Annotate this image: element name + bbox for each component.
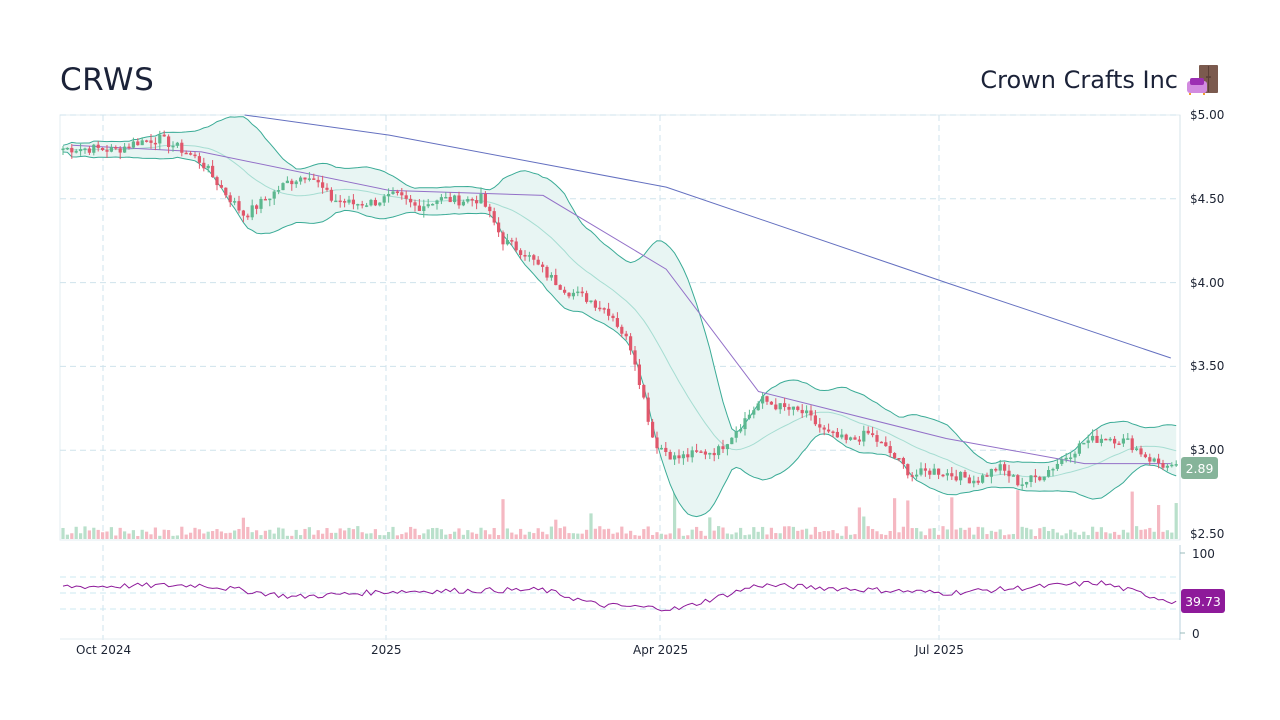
rsi-tick-label: 100	[1192, 547, 1215, 561]
rsi-panel	[62, 580, 1177, 612]
price-tick-label: $3.00	[1190, 443, 1224, 457]
x-tick-label: 2025	[371, 643, 402, 657]
rsi-last-value: 39.73	[1185, 594, 1221, 609]
last-price-value: 2.89	[1186, 461, 1214, 476]
bollinger-bands	[62, 116, 1177, 518]
volume-bars	[61, 490, 1178, 539]
x-tick-label: Jul 2025	[914, 643, 964, 657]
candlesticks	[61, 130, 1178, 491]
axes	[1179, 115, 1185, 640]
moving-averages	[72, 114, 1171, 465]
x-tick-label: Apr 2025	[633, 643, 688, 657]
price-tick-label: $4.50	[1190, 192, 1224, 206]
furniture-icon	[1186, 64, 1220, 96]
company-header: Crown Crafts Inc	[980, 64, 1220, 96]
company-name: Crown Crafts Inc	[980, 66, 1178, 94]
ticker-symbol: CRWS	[60, 62, 155, 98]
price-tick-label: $3.50	[1190, 359, 1224, 373]
price-tick-label: $2.50	[1190, 527, 1224, 541]
rsi-tick-label: 0	[1192, 627, 1200, 641]
price-tick-label: $5.00	[1190, 108, 1224, 122]
x-tick-label: Oct 2024	[76, 643, 131, 657]
rsi-value-badge: 39.73	[1181, 589, 1225, 613]
price-tick-label: $4.00	[1190, 276, 1224, 290]
last-price-badge: 2.89	[1181, 457, 1218, 479]
